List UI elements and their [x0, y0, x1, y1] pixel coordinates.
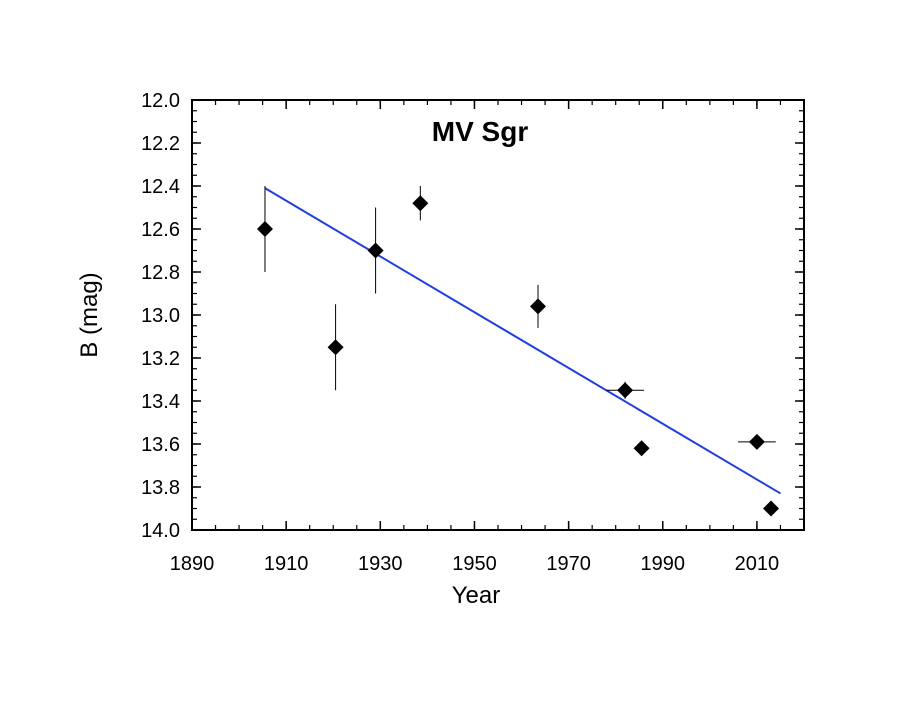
- y-tick-label: 12.2: [141, 133, 180, 155]
- y-tick-label: 12.8: [141, 262, 180, 284]
- x-tick-label: 1990: [641, 553, 686, 575]
- y-tick-label: 12.4: [141, 176, 180, 198]
- x-tick-label: 1950: [452, 553, 497, 575]
- data-point-diamond: [327, 339, 344, 356]
- data-point-diamond: [763, 500, 780, 517]
- data-point-diamond: [256, 221, 273, 237]
- fit-line: [264, 187, 781, 495]
- y-tick-label: 12.0: [141, 90, 180, 112]
- y-tick-label: 12.6: [141, 219, 180, 241]
- y-tick-label: 13.2: [141, 348, 180, 370]
- y-tick-label: 14.0: [141, 520, 180, 542]
- x-axis-title: Year: [452, 582, 501, 609]
- plot-frame: [191, 99, 805, 531]
- axes: 12.0 12.2 12.4 12.6 12.8 13.0 13.2 13.4 13.6 13.8…: [141, 90, 805, 575]
- y-tick-label: 13.0: [141, 305, 180, 327]
- x-tick-label: 1910: [264, 553, 309, 575]
- data-point-diamond: [617, 382, 634, 399]
- data-points: [256, 186, 780, 517]
- y-tick-label: 13.4: [141, 391, 180, 413]
- y-tick-label: 13.6: [141, 434, 180, 456]
- x-tick-label: 1930: [358, 553, 403, 575]
- fit-line-group: [264, 187, 781, 495]
- data-point-diamond: [412, 195, 429, 212]
- x-tick-label: 1890: [170, 553, 215, 575]
- chart-title: MV Sgr: [432, 116, 529, 147]
- y-axis-title: B (mag): [76, 272, 103, 357]
- data-point-diamond: [748, 433, 765, 450]
- data-point-diamond: [367, 242, 384, 259]
- x-tick-label: 2010: [735, 553, 780, 575]
- data-point-diamond: [633, 440, 650, 457]
- x-tick-label: 1970: [546, 553, 591, 575]
- y-tick-label: 13.8: [141, 477, 180, 499]
- data-point-diamond: [530, 298, 547, 315]
